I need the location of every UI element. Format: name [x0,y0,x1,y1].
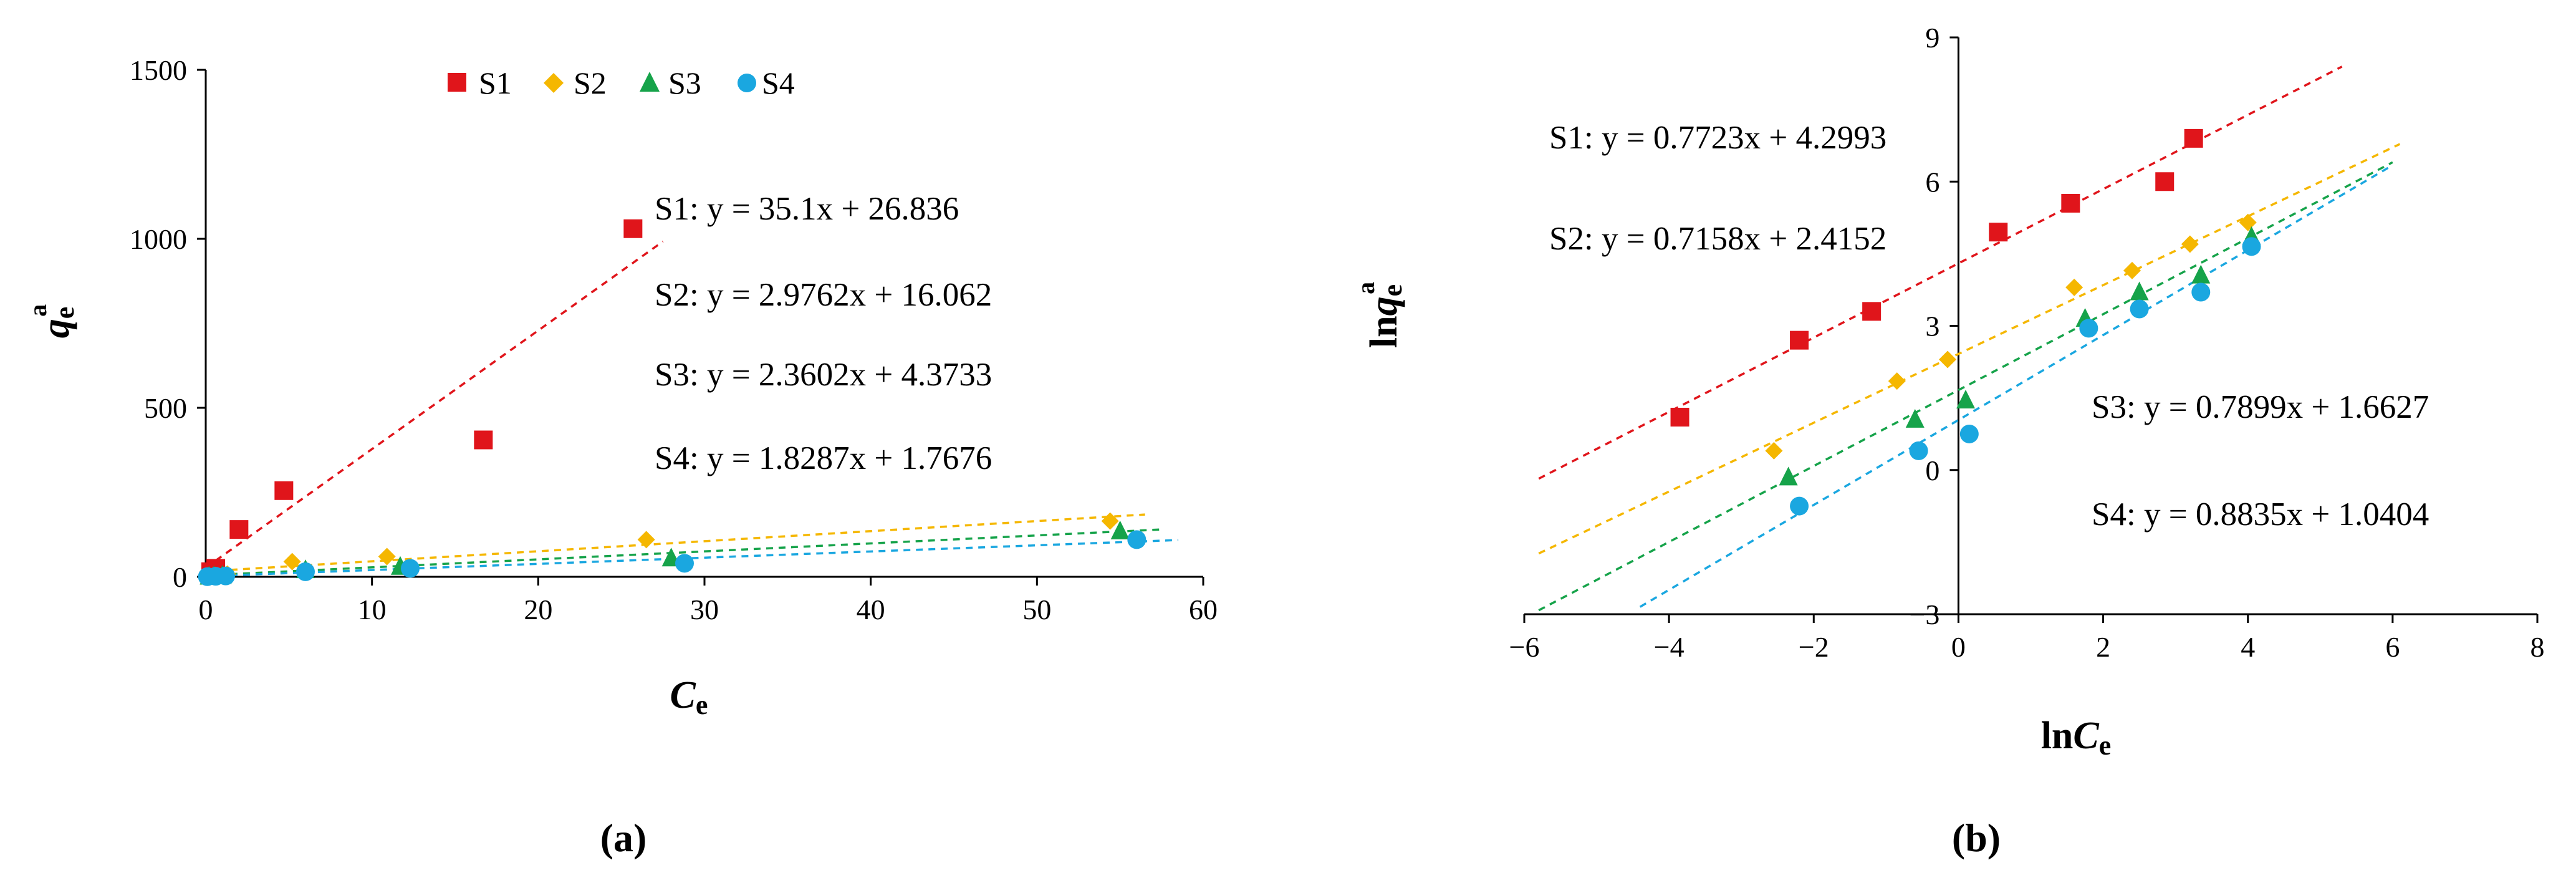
a-point-s2 [283,552,301,571]
b-point-s2 [2181,235,2199,253]
b-x-tick-label: 6 [2385,631,2400,663]
a-x-tick-label: 50 [1022,594,1051,625]
b-point-s1 [2061,193,2080,213]
a-point-s1 [229,520,249,539]
b-fit-line-s2 [1538,143,2401,555]
b-point-s4 [2242,237,2261,256]
a-x-tick-label: 40 [857,594,885,625]
b-x-tick-label: 2 [2096,631,2110,663]
b-point-s4 [1790,496,1809,516]
b-y-tick-label: 6 [1925,166,1939,198]
legend-label-s4: S4 [762,65,795,100]
b-equation-s2: S2: y = 0.7158x + 2.4152 [1549,221,1886,257]
b-y-tick-label: −3 [1909,599,1939,630]
b-point-s2 [1888,372,1906,390]
a-y-tick-label: 500 [144,392,187,424]
b-point-s2 [1939,350,1957,369]
b-point-s1 [1670,407,1689,427]
b-fit-line-s4 [1639,164,2393,608]
b-data-points [1670,128,2261,516]
a-point-s1 [474,430,493,450]
a-fit-line-s1 [204,240,664,569]
panel-a: 0 10 20 30 40 50 60 0 500 1000 1500 S1 S2 S3 S4 S1… [24,54,1218,860]
legend-marker-s4 [738,74,756,92]
b-point-s1 [1790,330,1809,350]
a-equation-s1: S1: y = 35.1x + 26.836 [655,191,959,227]
a-point-s1 [623,219,643,238]
a-point-s2 [637,531,655,549]
b-x-tick-label: 8 [2530,631,2545,663]
a-point-s4 [675,554,694,573]
b-panel-label: (b) [1952,816,2001,860]
b-point-s4 [2130,299,2149,319]
a-point-s2 [1101,512,1119,530]
a-data-points [198,219,1146,586]
b-point-s1 [1862,302,1882,321]
legend-marker-s3 [640,72,660,92]
a-x-tick-label: 30 [690,594,719,625]
b-x-tick-label: 4 [2241,631,2255,663]
b-point-s2 [2239,213,2257,231]
b-x-tick-label: 0 [1951,631,1966,663]
b-x-tick-label: −6 [1509,631,1540,663]
a-point-s4 [296,562,315,581]
b-point-s2 [2123,261,2141,279]
b-point-s4 [1909,441,1928,460]
a-x-axis-title: Ce [670,674,708,720]
b-point-s4 [2079,319,2098,338]
a-point-s4 [1127,530,1146,549]
a-x-tick-label: 10 [358,594,387,625]
b-equation-s4: S4: y = 0.8835x + 1.0404 [2092,496,2429,533]
legend-marker-s1 [448,73,466,92]
a-y-axis-title: qea [24,304,80,339]
b-x-tick-label: −2 [1799,631,1829,663]
a-equation-s2: S2: y = 2.9762x + 16.062 [655,277,992,313]
b-point-s3 [2130,281,2149,301]
b-x-tick-label: −4 [1654,631,1684,663]
a-point-s2 [378,547,396,566]
a-fit-line-s3 [205,528,1162,577]
a-legend: S1 S2 S3 S4 [448,65,795,100]
a-panel-label: (a) [600,816,647,860]
a-x-tick-label: 0 [199,594,213,625]
a-axes: 0 10 20 30 40 50 60 0 500 1000 1500 [130,54,1218,625]
b-point-s1 [2155,172,2175,191]
legend-marker-s2 [544,73,564,93]
b-point-s3 [1905,408,1925,428]
b-y-tick-label: 3 [1925,311,1939,342]
b-point-s3 [1779,466,1798,486]
b-point-s1 [1989,223,2008,242]
b-point-s1 [2184,128,2203,148]
a-y-tick-label: 1000 [130,223,187,255]
b-equation-s3: S3: y = 0.7899x + 1.6627 [2092,389,2429,425]
b-point-s4 [2191,282,2211,302]
a-equation-s4: S4: y = 1.8287x + 1.7676 [655,440,992,476]
a-point-s3 [1110,520,1130,539]
b-point-s2 [2065,278,2083,296]
b-axes: −6 −4 −2 0 2 4 6 8 −3 0 3 6 9 [1509,22,2545,663]
a-equation-s3: S3: y = 2.3602x + 4.3733 [655,357,992,393]
a-y-tick-label: 0 [173,561,187,593]
b-y-tick-label: 9 [1925,22,1939,54]
b-point-s3 [2191,264,2211,284]
legend-label-s2: S2 [574,65,607,100]
a-y-tick-label: 1500 [130,54,187,86]
a-x-tick-label: 60 [1189,594,1218,625]
b-y-axis-title: lnqea [1352,282,1408,348]
b-point-s2 [1765,441,1783,460]
legend-label-s1: S1 [479,65,512,100]
a-x-tick-label: 20 [524,594,552,625]
a-point-s4 [216,566,235,586]
b-point-s3 [1956,389,1976,408]
legend-label-s3: S3 [668,65,701,100]
panel-b: −6 −4 −2 0 2 4 6 8 −3 0 3 6 9 S1: y = 0.7723x + 4.29… [1352,22,2545,860]
b-equation-s1: S1: y = 0.7723x + 4.2993 [1549,120,1886,156]
b-point-s4 [1959,424,1979,443]
b-y-tick-label: 0 [1925,455,1939,486]
a-point-s4 [401,559,420,578]
a-point-s1 [274,481,294,500]
b-x-axis-title: lnCe [2041,715,2112,761]
